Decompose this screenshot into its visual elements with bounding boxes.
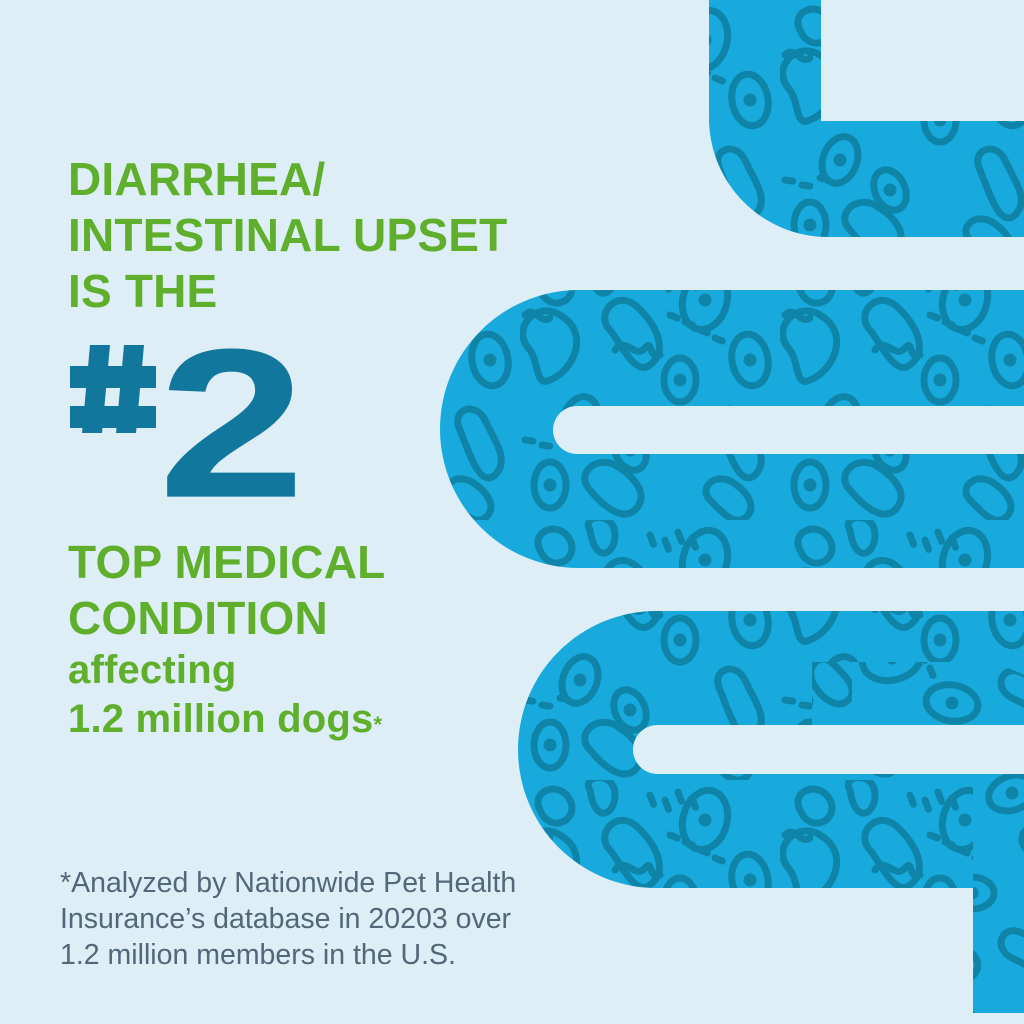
svg-text:2: 2 xyxy=(158,345,305,535)
